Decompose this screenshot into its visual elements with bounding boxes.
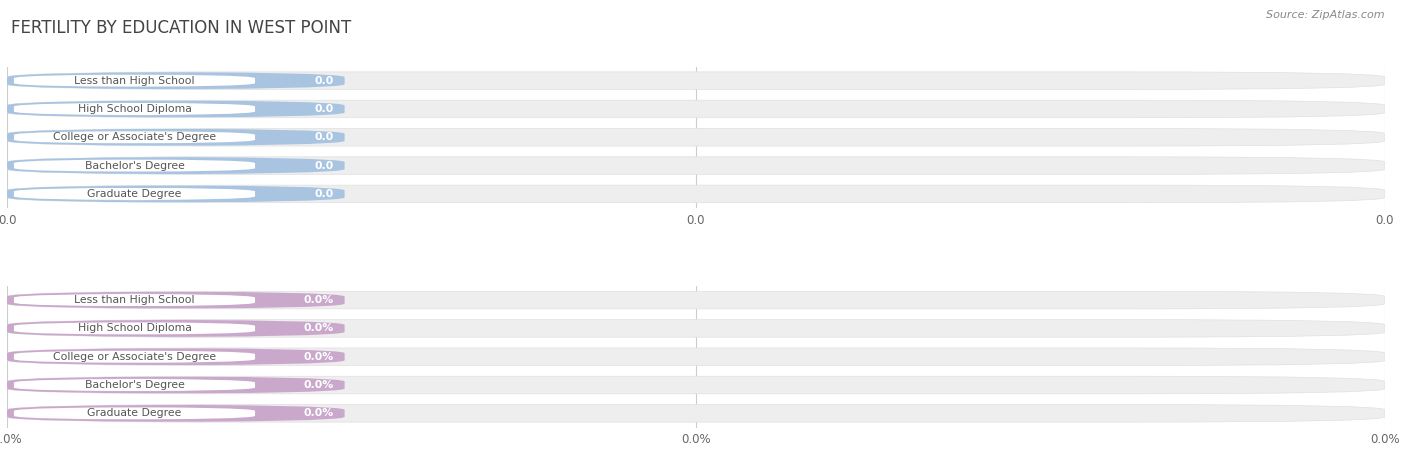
FancyBboxPatch shape	[7, 348, 344, 365]
Text: 0.0: 0.0	[315, 104, 333, 114]
Text: 0.0: 0.0	[315, 161, 333, 171]
Text: Source: ZipAtlas.com: Source: ZipAtlas.com	[1267, 10, 1385, 19]
FancyBboxPatch shape	[7, 129, 344, 146]
FancyBboxPatch shape	[7, 291, 1385, 309]
FancyBboxPatch shape	[14, 74, 254, 87]
Text: 0.0%: 0.0%	[304, 323, 333, 333]
FancyBboxPatch shape	[7, 100, 344, 118]
Text: FERTILITY BY EDUCATION IN WEST POINT: FERTILITY BY EDUCATION IN WEST POINT	[11, 19, 352, 37]
FancyBboxPatch shape	[14, 379, 254, 391]
FancyBboxPatch shape	[7, 376, 1385, 394]
Text: 0.0%: 0.0%	[304, 295, 333, 305]
FancyBboxPatch shape	[7, 72, 1385, 89]
Text: 0.0%: 0.0%	[304, 380, 333, 390]
FancyBboxPatch shape	[7, 405, 1385, 422]
FancyBboxPatch shape	[7, 185, 344, 203]
FancyBboxPatch shape	[7, 376, 344, 394]
Text: Bachelor's Degree: Bachelor's Degree	[84, 380, 184, 390]
Text: Less than High School: Less than High School	[75, 76, 195, 86]
Text: 0.0%: 0.0%	[304, 408, 333, 418]
Text: 0.0: 0.0	[315, 132, 333, 142]
Text: College or Associate's Degree: College or Associate's Degree	[53, 132, 217, 142]
FancyBboxPatch shape	[14, 131, 254, 143]
FancyBboxPatch shape	[7, 185, 1385, 203]
FancyBboxPatch shape	[14, 351, 254, 363]
FancyBboxPatch shape	[14, 294, 254, 306]
FancyBboxPatch shape	[14, 159, 254, 172]
Text: College or Associate's Degree: College or Associate's Degree	[53, 352, 217, 362]
FancyBboxPatch shape	[7, 100, 1385, 118]
Text: High School Diploma: High School Diploma	[77, 323, 191, 333]
FancyBboxPatch shape	[7, 157, 1385, 174]
FancyBboxPatch shape	[14, 188, 254, 200]
FancyBboxPatch shape	[7, 129, 1385, 146]
FancyBboxPatch shape	[7, 348, 1385, 365]
Text: Graduate Degree: Graduate Degree	[87, 408, 181, 418]
FancyBboxPatch shape	[7, 291, 344, 309]
FancyBboxPatch shape	[7, 405, 344, 422]
FancyBboxPatch shape	[7, 72, 344, 89]
Text: High School Diploma: High School Diploma	[77, 104, 191, 114]
Text: 0.0: 0.0	[315, 76, 333, 86]
Text: Graduate Degree: Graduate Degree	[87, 189, 181, 199]
Text: 0.0%: 0.0%	[304, 352, 333, 362]
FancyBboxPatch shape	[7, 320, 1385, 337]
FancyBboxPatch shape	[7, 320, 344, 337]
FancyBboxPatch shape	[14, 322, 254, 335]
FancyBboxPatch shape	[14, 407, 254, 420]
Text: Less than High School: Less than High School	[75, 295, 195, 305]
FancyBboxPatch shape	[14, 103, 254, 115]
FancyBboxPatch shape	[7, 157, 344, 174]
Text: 0.0: 0.0	[315, 189, 333, 199]
Text: Bachelor's Degree: Bachelor's Degree	[84, 161, 184, 171]
